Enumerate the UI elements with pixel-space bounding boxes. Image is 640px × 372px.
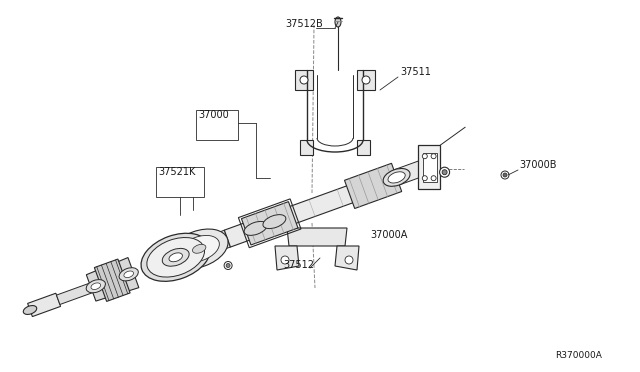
Ellipse shape	[224, 262, 232, 269]
Polygon shape	[94, 259, 130, 301]
Ellipse shape	[141, 233, 211, 281]
Ellipse shape	[422, 176, 428, 181]
Polygon shape	[394, 160, 428, 185]
Text: 37000B: 37000B	[519, 160, 557, 170]
Text: 37000A: 37000A	[370, 230, 408, 240]
Polygon shape	[275, 246, 299, 270]
Polygon shape	[418, 145, 440, 189]
Ellipse shape	[388, 172, 405, 183]
Ellipse shape	[193, 244, 206, 253]
Polygon shape	[225, 179, 371, 247]
Polygon shape	[196, 230, 230, 256]
Polygon shape	[86, 257, 139, 301]
Polygon shape	[241, 202, 298, 245]
Polygon shape	[287, 228, 347, 246]
Ellipse shape	[362, 76, 370, 84]
Ellipse shape	[501, 171, 509, 179]
Text: 37521K: 37521K	[158, 167, 195, 177]
Ellipse shape	[383, 169, 410, 186]
Polygon shape	[28, 293, 61, 317]
Polygon shape	[344, 163, 402, 208]
Ellipse shape	[179, 235, 220, 262]
Polygon shape	[335, 246, 359, 270]
Polygon shape	[357, 70, 375, 90]
Text: R370000A: R370000A	[555, 351, 602, 360]
Ellipse shape	[431, 154, 436, 159]
Text: 37512: 37512	[283, 260, 314, 270]
Polygon shape	[56, 278, 107, 305]
Ellipse shape	[86, 280, 106, 293]
Polygon shape	[422, 153, 437, 182]
Ellipse shape	[226, 263, 230, 267]
Ellipse shape	[119, 268, 138, 281]
Ellipse shape	[431, 176, 436, 181]
Polygon shape	[357, 140, 370, 155]
Text: 37512B: 37512B	[285, 19, 323, 29]
Polygon shape	[300, 140, 313, 155]
Ellipse shape	[170, 229, 228, 269]
Ellipse shape	[23, 305, 36, 314]
Ellipse shape	[345, 256, 353, 264]
Ellipse shape	[440, 167, 450, 177]
Ellipse shape	[442, 170, 447, 175]
Ellipse shape	[244, 221, 267, 235]
Ellipse shape	[124, 271, 134, 278]
Ellipse shape	[335, 17, 341, 27]
Text: 37511: 37511	[400, 67, 431, 77]
Ellipse shape	[147, 238, 205, 277]
Ellipse shape	[263, 215, 286, 228]
Ellipse shape	[300, 76, 308, 84]
Ellipse shape	[422, 154, 428, 159]
Ellipse shape	[163, 248, 189, 266]
Text: 37000: 37000	[198, 110, 228, 120]
Ellipse shape	[91, 283, 100, 289]
Ellipse shape	[503, 173, 507, 177]
Ellipse shape	[281, 256, 289, 264]
Ellipse shape	[169, 253, 182, 262]
Polygon shape	[295, 70, 313, 90]
